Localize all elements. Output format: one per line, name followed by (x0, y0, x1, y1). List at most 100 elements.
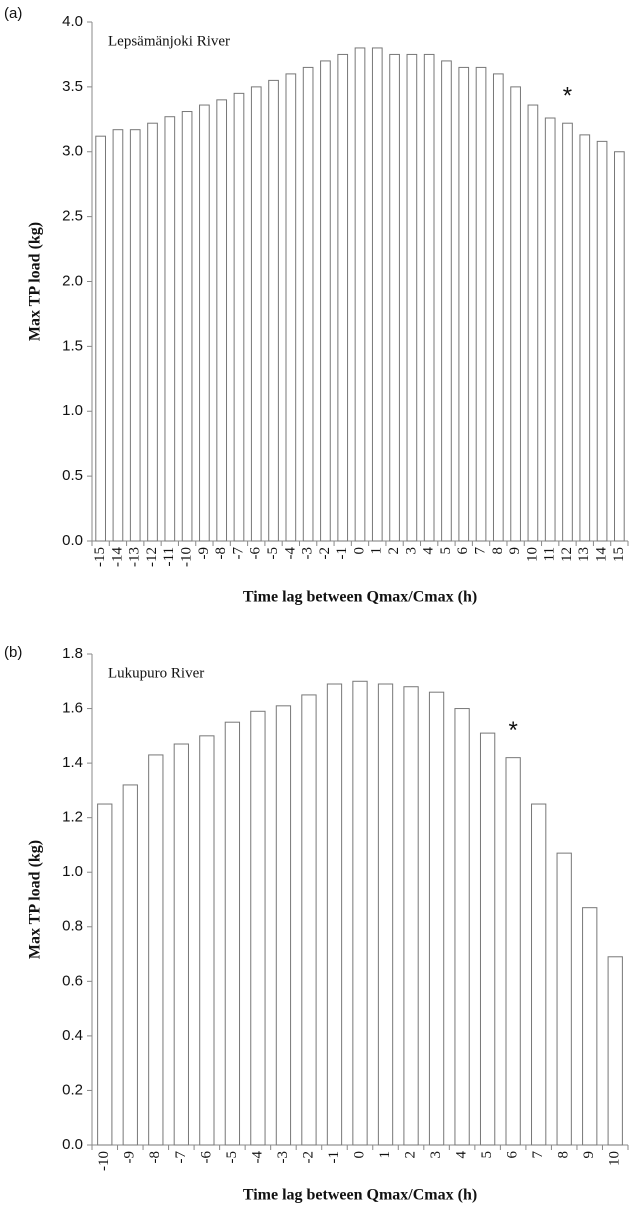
x-tick-label: -1 (326, 1151, 342, 1164)
y-tick-label: 1.6 (62, 700, 83, 717)
y-tick-label: 1.4 (62, 754, 83, 771)
y-tick-label: 2.5 (62, 208, 83, 225)
x-tick-label: -7 (173, 1151, 189, 1164)
bar (582, 907, 598, 1146)
bar (479, 732, 496, 1146)
bar (406, 53, 418, 542)
x-tick-label: -2 (300, 1151, 316, 1164)
x-tick-label: 13 (576, 547, 592, 562)
y-tick-label: 1.8 (62, 645, 83, 662)
bar (112, 129, 124, 542)
x-tick-label: 8 (490, 547, 506, 555)
bar (199, 735, 215, 1146)
y-tick-label: 1.0 (62, 402, 83, 419)
bar (428, 691, 445, 1146)
panel-label: (b) (4, 644, 22, 661)
x-tick-label: -5 (224, 1151, 240, 1164)
bar (441, 60, 452, 542)
x-tick-label: -6 (248, 547, 264, 560)
x-tick-label: 1 (377, 1151, 393, 1159)
bar (250, 86, 262, 542)
x-tick-label: 11 (542, 547, 558, 561)
bar (285, 73, 297, 542)
y-tick-label: 3.0 (62, 143, 83, 160)
bar (527, 104, 539, 542)
x-tick-label: -9 (122, 1151, 138, 1164)
x-axis-title: Time lag between Qmax/Cmax (h) (243, 589, 477, 606)
x-tick-label: -13 (127, 547, 143, 567)
annotation: * (563, 83, 572, 110)
x-tick-label: -14 (109, 547, 125, 567)
x-tick-label: 4 (421, 547, 437, 555)
bar (596, 140, 608, 542)
bar (233, 92, 245, 542)
bar (354, 47, 366, 542)
x-tick-label: 6 (505, 1151, 521, 1159)
bar (275, 705, 292, 1146)
bar (403, 686, 419, 1146)
x-tick-label: 8 (556, 1151, 572, 1159)
y-tick-label: 0.8 (62, 918, 83, 935)
x-tick-label: -9 (196, 547, 212, 560)
x-tick-label: 0 (351, 547, 367, 555)
bar (320, 60, 331, 542)
x-tick-label: -2 (317, 547, 333, 560)
bar (224, 721, 241, 1146)
bar (122, 784, 138, 1146)
x-tick-label: 3 (428, 1151, 444, 1159)
x-tick-label: 2 (386, 547, 402, 555)
y-tick-label: 1.0 (62, 863, 83, 880)
x-tick-label: 0 (351, 1151, 367, 1159)
bar (326, 683, 343, 1146)
y-tick-label: 0.4 (62, 1027, 83, 1044)
x-tick-label: 10 (607, 1151, 623, 1166)
x-tick-label: 1 (369, 547, 385, 555)
bar (562, 122, 573, 542)
y-tick-label: 2.0 (62, 272, 83, 289)
x-tick-label: -10 (96, 1151, 112, 1171)
x-tick-label: -5 (265, 547, 281, 560)
x-tick-label: -3 (300, 547, 316, 560)
x-tick-label: 12 (559, 547, 575, 562)
bar (147, 122, 158, 542)
y-tick-label: 0.0 (62, 532, 83, 549)
x-tick-label: 7 (472, 547, 488, 555)
bar (337, 53, 349, 542)
y-tick-label: 4.0 (62, 13, 83, 30)
x-tick-label: 2 (402, 1151, 418, 1159)
bar (607, 956, 623, 1146)
x-tick-label: -8 (213, 547, 229, 560)
x-axis-title: Time lag between Qmax/Cmax (h) (243, 1187, 477, 1204)
x-tick-label: -1 (334, 547, 350, 560)
x-tick-label: -4 (282, 547, 298, 560)
bar (454, 708, 470, 1146)
bar (216, 99, 228, 542)
bar (492, 73, 504, 542)
x-tick-label: 5 (438, 547, 454, 555)
y-tick-label: 0.5 (62, 467, 83, 484)
y-tick-label: 0.0 (62, 1136, 83, 1153)
x-tick-label: -6 (198, 1151, 214, 1164)
x-tick-label: 9 (507, 547, 523, 555)
chart-title: Lukupuro River (108, 665, 204, 681)
x-tick-label: -15 (92, 547, 108, 567)
bar (614, 151, 625, 542)
bar (556, 852, 572, 1146)
bar (199, 104, 210, 542)
x-tick-label: -3 (275, 1151, 291, 1164)
bar (129, 129, 141, 542)
bar (371, 47, 383, 542)
x-tick-label: -8 (147, 1151, 163, 1164)
x-tick-label: 7 (530, 1151, 546, 1159)
bar (164, 116, 176, 542)
bar (531, 803, 547, 1146)
y-tick-label: 0.6 (62, 972, 83, 989)
x-tick-label: 5 (479, 1151, 495, 1159)
x-tick-label: -11 (161, 547, 177, 566)
bar (95, 135, 106, 542)
panel-label: (a) (4, 5, 22, 22)
bar (475, 66, 487, 542)
bar (302, 66, 314, 542)
x-tick-label: 6 (455, 547, 471, 555)
